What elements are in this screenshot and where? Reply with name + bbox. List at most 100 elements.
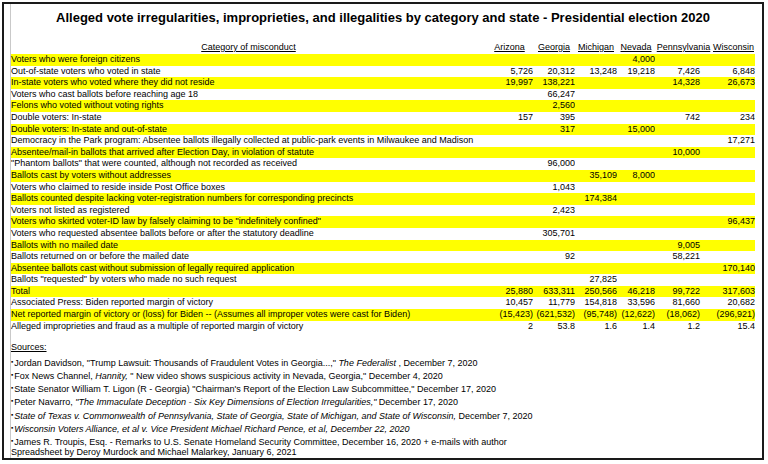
table-row: Ballots with no mailed date 9,005 bbox=[11, 240, 755, 252]
value-cell-nevada: 15,000 bbox=[617, 124, 655, 136]
page-title: Alleged vote irregularities, improprieti… bbox=[4, 10, 762, 25]
category-cell: In-state voters who voted where they did… bbox=[11, 77, 486, 89]
value-cell-pennsylvania: 99,722 bbox=[655, 286, 712, 298]
value-cell-nevada bbox=[617, 240, 655, 252]
category-cell: Ballots with no mailed date bbox=[11, 240, 486, 252]
bullet-icon: ▪ bbox=[11, 437, 13, 444]
value-cell-pennsylvania: 81,660 bbox=[655, 297, 712, 309]
value-cell-georgia bbox=[533, 54, 575, 66]
value-cell-wisconsin bbox=[712, 89, 755, 101]
table-row: Associated Press: Biden reported margin … bbox=[11, 297, 755, 309]
value-cell-georgia: (621,532) bbox=[533, 309, 575, 321]
value-cell-nevada bbox=[617, 263, 655, 275]
source-text: The Federalist bbox=[338, 357, 396, 367]
value-cell-wisconsin bbox=[712, 100, 755, 112]
value-cell-michigan: 250,566 bbox=[575, 286, 617, 298]
value-cell-michigan bbox=[575, 228, 617, 240]
value-cell-georgia: 305,701 bbox=[533, 228, 575, 240]
value-cell-arizona: 157 bbox=[486, 112, 533, 124]
value-cell-nevada bbox=[617, 89, 655, 101]
value-cell-wisconsin bbox=[712, 54, 755, 66]
value-cell-pennsylvania bbox=[655, 216, 712, 228]
value-cell-michigan: 13,248 bbox=[575, 66, 617, 78]
value-cell-michigan bbox=[575, 158, 617, 170]
bullet-icon: ▪ bbox=[11, 384, 13, 391]
value-cell-michigan bbox=[575, 251, 617, 263]
column-header-georgia: Georgia bbox=[533, 36, 575, 54]
category-cell: Net reported margin of victory or (loss)… bbox=[11, 309, 486, 321]
category-cell: Ballots "requested" by voters who made n… bbox=[11, 274, 486, 286]
value-cell-wisconsin: 96,437 bbox=[712, 216, 755, 228]
value-cell-pennsylvania: 7,426 bbox=[655, 66, 712, 78]
value-cell-nevada: (12,622) bbox=[617, 309, 655, 321]
value-cell-pennsylvania: 10,000 bbox=[655, 147, 712, 159]
value-cell-nevada bbox=[617, 158, 655, 170]
source-item: ▪Wisconsin Voters Alliance, et al v. Vic… bbox=[11, 422, 533, 435]
value-cell-nevada: 1.4 bbox=[617, 321, 655, 333]
value-cell-georgia: 11,779 bbox=[533, 297, 575, 309]
value-cell-arizona: 2 bbox=[486, 321, 533, 333]
value-cell-arizona bbox=[486, 182, 533, 194]
category-cell: Ballots cast by voters without addresses bbox=[11, 170, 486, 182]
value-cell-nevada: 33,596 bbox=[617, 297, 655, 309]
category-cell: Democracy in the Park program: Absentee … bbox=[11, 135, 486, 147]
value-cell-pennsylvania bbox=[655, 228, 712, 240]
value-cell-arizona bbox=[486, 240, 533, 252]
sources-list: ▪ Jordan Davidson, "Trump Lawsuit: Thousa… bbox=[11, 356, 533, 448]
value-cell-michigan bbox=[575, 182, 617, 194]
source-text: State Senator William T. Ligon (R - Geor… bbox=[14, 384, 496, 394]
source-item: ▪Peter Navarro, "The Immaculate Deceptio… bbox=[11, 395, 533, 408]
value-cell-georgia bbox=[533, 263, 575, 275]
value-cell-pennsylvania bbox=[655, 274, 712, 286]
table-row: Voters who were foreign citizens 4,000 bbox=[11, 54, 755, 66]
value-cell-georgia: 138,221 bbox=[533, 77, 575, 89]
value-cell-nevada bbox=[617, 274, 655, 286]
value-cell-nevada bbox=[617, 228, 655, 240]
table-row: Absentee ballots cast without submission… bbox=[11, 263, 755, 275]
value-cell-nevada bbox=[617, 112, 655, 124]
category-cell: Associated Press: Biden reported margin … bbox=[11, 297, 486, 309]
value-cell-wisconsin bbox=[712, 182, 755, 194]
source-item: ▪State of Texas v. Commonwealth of Penns… bbox=[11, 409, 533, 422]
value-cell-michigan bbox=[575, 135, 617, 147]
source-text: , December 7, 2020 bbox=[396, 357, 478, 367]
value-cell-pennsylvania bbox=[655, 205, 712, 217]
source-text: Jordan Davidson, "Trump Lawsuit: Thousan… bbox=[14, 357, 338, 367]
column-header-wisconsin: Wisconsin bbox=[712, 36, 755, 54]
value-cell-wisconsin bbox=[712, 205, 755, 217]
value-cell-wisconsin: 317,603 bbox=[712, 286, 755, 298]
value-cell-michigan: 154,818 bbox=[575, 297, 617, 309]
value-cell-georgia: 96,000 bbox=[533, 158, 575, 170]
value-cell-georgia bbox=[533, 135, 575, 147]
category-cell: Ballots counted despite lacking voter-re… bbox=[11, 193, 486, 205]
value-cell-michigan bbox=[575, 112, 617, 124]
source-text: James R. Troupis, Esq. - Remarks to U.S.… bbox=[14, 436, 506, 446]
value-cell-arizona bbox=[486, 147, 533, 159]
table-row: Voters who requested absentee ballots be… bbox=[11, 228, 755, 240]
value-cell-pennsylvania bbox=[655, 182, 712, 194]
value-cell-nevada bbox=[617, 205, 655, 217]
category-cell: Voters who cast ballots before reaching … bbox=[11, 89, 486, 101]
source-text: December 17, 2020 bbox=[376, 397, 458, 407]
value-cell-georgia: 92 bbox=[533, 251, 575, 263]
category-cell: Voters not listed as registered bbox=[11, 205, 486, 217]
value-cell-arizona bbox=[486, 228, 533, 240]
value-cell-arizona: 10,457 bbox=[486, 297, 533, 309]
value-cell-georgia: 2,423 bbox=[533, 205, 575, 217]
source-text: December 7, 2020 bbox=[456, 410, 533, 420]
value-cell-wisconsin: 234 bbox=[712, 112, 755, 124]
table-row: Ballots "requested" by voters who made n… bbox=[11, 274, 755, 286]
source-text: "The Immaculate Deception - Six Key Dime… bbox=[75, 397, 376, 407]
value-cell-wisconsin bbox=[712, 193, 755, 205]
category-cell: Voters who claimed to reside inside Post… bbox=[11, 182, 486, 194]
category-cell: Ballots returned on or before the mailed… bbox=[11, 251, 486, 263]
bullet-icon: ▪ bbox=[11, 397, 13, 404]
value-cell-michigan bbox=[575, 240, 617, 252]
source-text: Fox News Channel, bbox=[14, 370, 95, 380]
value-cell-pennsylvania: 14,328 bbox=[655, 77, 712, 89]
table-row: Absentee/mail-in ballots that arrived af… bbox=[11, 147, 755, 159]
value-cell-wisconsin bbox=[712, 274, 755, 286]
value-cell-georgia: 317 bbox=[533, 124, 575, 136]
value-cell-michigan: 27,825 bbox=[575, 274, 617, 286]
value-cell-nevada: 4,000 bbox=[617, 54, 655, 66]
